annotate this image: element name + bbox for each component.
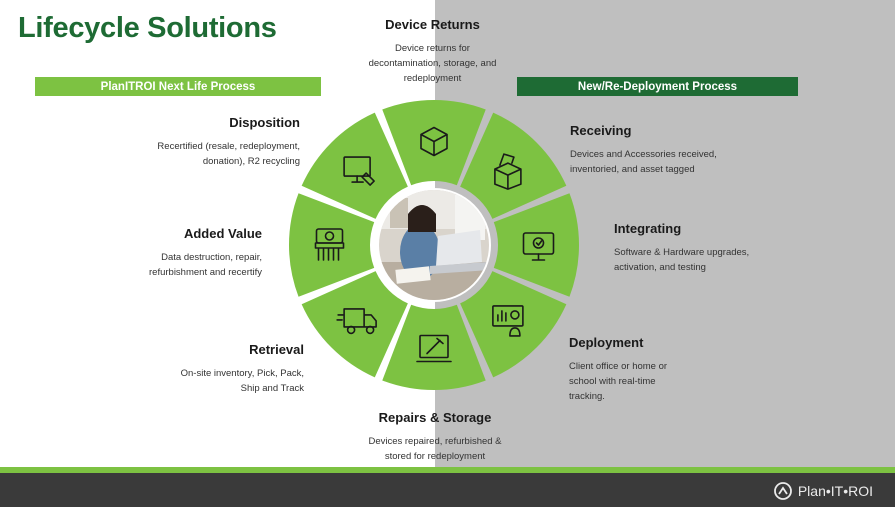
- footer-bar: Plan•IT•ROI: [0, 473, 895, 507]
- step-device-returns: Device Returns Device returns for deconta…: [340, 17, 525, 86]
- next-life-process-bar: PlanITROI Next Life Process: [35, 77, 321, 96]
- box-icon: [420, 126, 448, 157]
- step-title: Disposition: [229, 115, 300, 130]
- step-title: Integrating: [614, 221, 682, 236]
- segment-deployment: [460, 271, 567, 378]
- segment-retrieval: [301, 271, 408, 378]
- step-disposition: Disposition Recertified (resale, redeplo…: [100, 115, 300, 169]
- laptop-tools-icon: [416, 334, 452, 363]
- monitor-icon: [522, 232, 555, 261]
- step-integrating: Integrating Software & Hardware upgrades…: [614, 221, 814, 275]
- step-desc: Device returns for decontamination, stora…: [368, 43, 497, 84]
- step-title: Device Returns: [385, 17, 480, 32]
- step-desc: Data destruction, repair, refurbishment a…: [149, 252, 262, 278]
- segment-disposition: [301, 112, 408, 219]
- step-repairs-storage: Repairs & Storage Devices repaired, refu…: [340, 410, 530, 464]
- open-box-icon: [494, 153, 522, 190]
- dashboard-icon: [492, 305, 524, 337]
- step-title: Added Value: [183, 226, 262, 241]
- page-title: Lifecycle Solutions: [18, 12, 277, 44]
- step-receiving: Receiving Devices and Accessories receiv…: [570, 123, 770, 177]
- step-desc: Client office or home or school with real…: [569, 361, 668, 402]
- footer-accent-stripe: [0, 467, 895, 473]
- step-title: Deployment: [569, 335, 644, 350]
- planitroi-logo: Plan•IT•ROI: [773, 481, 873, 501]
- step-title: Receiving: [570, 123, 632, 138]
- shredder-icon: [314, 228, 345, 261]
- step-added-value: Added Value Data destruction, repair, ref…: [62, 226, 262, 280]
- step-desc: On-site inventory, Pick, Pack, Ship and T…: [180, 368, 304, 394]
- redeployment-process-bar: New/Re-Deployment Process: [517, 77, 798, 96]
- step-title: Repairs & Storage: [378, 410, 492, 425]
- segment-added-value: [289, 193, 375, 297]
- segment-integrating: [493, 193, 580, 297]
- step-title: Retrieval: [249, 342, 304, 357]
- step-desc: Devices and Accessories received, invento…: [570, 149, 717, 175]
- logo-text: Plan•IT•ROI: [797, 483, 873, 499]
- step-desc: Recertified (resale, redeployment, donati…: [157, 141, 300, 167]
- step-retrieval: Retrieval On-site inventory, Pick, Pack,…: [104, 342, 304, 396]
- monitor-tag-icon: [343, 156, 375, 186]
- step-desc: Software & Hardware upgrades, activation,…: [614, 247, 750, 273]
- step-deployment: Deployment Client office or home or schoo…: [569, 335, 769, 404]
- logo-mark-icon: [773, 482, 792, 500]
- woman-laptop-photo: [377, 188, 491, 302]
- step-desc: Devices repaired, refurbished & stored fo…: [368, 436, 502, 462]
- delivery-truck-icon: [336, 308, 377, 335]
